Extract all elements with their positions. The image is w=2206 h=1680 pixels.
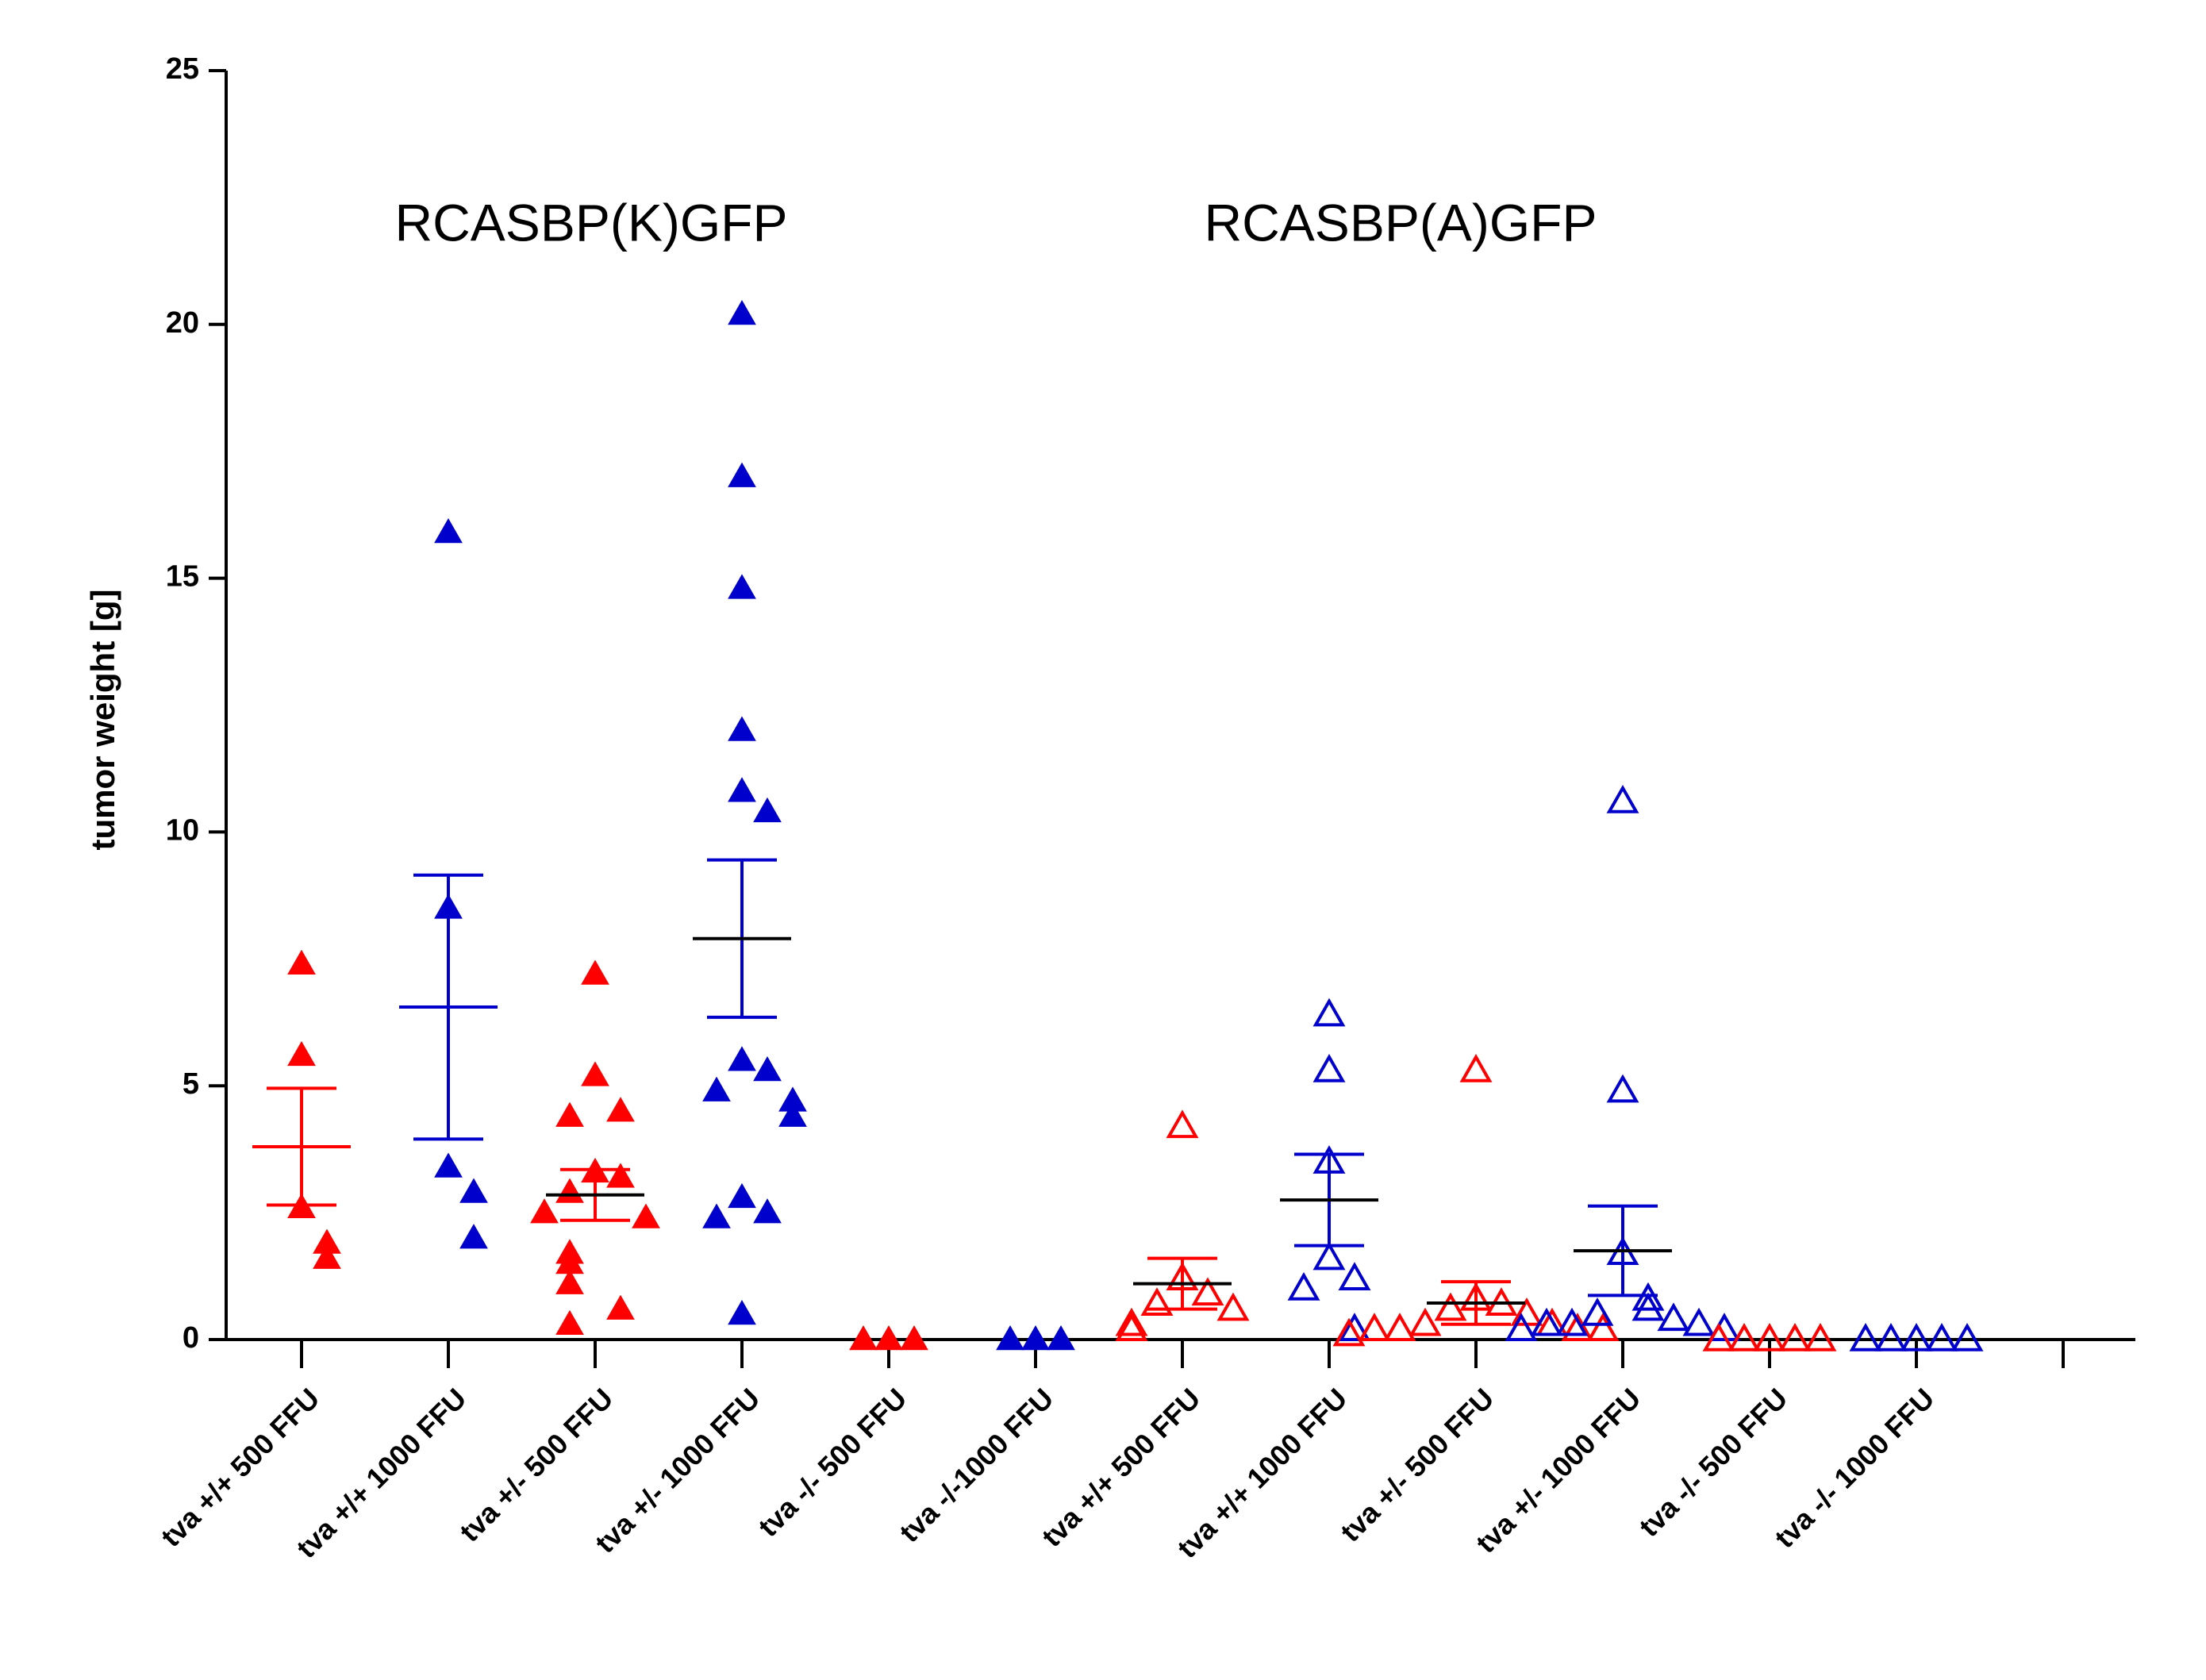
- data-point: [1586, 1313, 1620, 1341]
- data-point: [1555, 1307, 1589, 1336]
- data-point: [459, 1178, 488, 1203]
- data-point: [313, 1244, 341, 1269]
- data-point: [1434, 1292, 1467, 1321]
- data-point: [287, 949, 316, 975]
- data-point: [996, 1324, 1024, 1351]
- x-tick-label: tva -/- 500 FFU: [1632, 1382, 1793, 1543]
- data-point: [459, 1224, 488, 1249]
- data-point: [1804, 1322, 1837, 1351]
- x-tick-label: tva +/+ 500 FFU: [1036, 1382, 1207, 1553]
- data-point: [581, 1061, 609, 1086]
- data-point: [1287, 1272, 1320, 1301]
- data-point: [1900, 1322, 1933, 1351]
- data-point: [753, 1198, 782, 1224]
- x-tick-label: tva +/+ 500 FFU: [155, 1382, 326, 1553]
- data-point: [753, 797, 782, 823]
- annotation: RCASBP(K)GFP: [394, 193, 787, 252]
- data-point: [1950, 1322, 1984, 1351]
- data-point: [778, 1101, 807, 1127]
- data-point: [1778, 1322, 1812, 1351]
- data-point: [434, 1152, 463, 1178]
- data-point: [1459, 1053, 1493, 1082]
- data-point: [530, 1198, 559, 1224]
- data-point: [287, 1040, 316, 1067]
- data-point: [1191, 1277, 1224, 1306]
- data-point: [606, 1294, 635, 1320]
- data-point: [1728, 1322, 1761, 1351]
- data-point: [1631, 1292, 1665, 1321]
- data-point: [1047, 1324, 1075, 1351]
- data-point: [702, 1203, 731, 1228]
- y-tick-label: 20: [166, 306, 199, 340]
- data-point: [1606, 784, 1639, 813]
- x-tick-label: tva -/- 500 FFU: [751, 1382, 913, 1543]
- data-point: [1581, 1297, 1614, 1326]
- data-point: [1338, 1313, 1371, 1341]
- data-point: [728, 300, 756, 325]
- data-point: [874, 1324, 903, 1351]
- data-point: [1021, 1324, 1050, 1351]
- x-tick-label: tva -/-1000 FFU: [893, 1382, 1059, 1548]
- data-point: [1216, 1292, 1250, 1321]
- x-tick-label: tva +/- 500 FFU: [1334, 1382, 1500, 1547]
- data-point: [555, 1309, 584, 1336]
- data-point: [1312, 1053, 1346, 1082]
- data-point: [434, 518, 463, 544]
- data-point: [632, 1203, 660, 1228]
- data-point: [728, 1182, 756, 1209]
- data-point: [606, 1097, 635, 1122]
- data-point: [1753, 1322, 1786, 1351]
- data-point: [555, 1101, 584, 1127]
- data-point: [1358, 1313, 1391, 1341]
- data-point: [728, 1046, 756, 1071]
- data-point: [1682, 1307, 1716, 1336]
- data-point: [1115, 1307, 1148, 1336]
- data-point: [1332, 1317, 1366, 1347]
- data-point: [1606, 1074, 1639, 1103]
- data-point: [1383, 1313, 1416, 1341]
- y-tick-label: 15: [166, 560, 199, 594]
- data-point: [1338, 1262, 1371, 1290]
- data-point: [1849, 1322, 1882, 1351]
- data-point: [1530, 1307, 1563, 1336]
- data-point: [728, 716, 756, 741]
- data-point: [1166, 1109, 1199, 1139]
- data-point: [1874, 1322, 1908, 1351]
- y-axis-label: tumor weight [g]: [84, 590, 121, 851]
- data-point: [1409, 1307, 1442, 1336]
- y-tick-label: 10: [166, 813, 199, 847]
- data-point: [1505, 1313, 1538, 1341]
- data-point: [900, 1324, 928, 1351]
- data-point: [1312, 1241, 1346, 1271]
- x-tick-label: tva +/- 500 FFU: [453, 1382, 619, 1547]
- annotation: RCASBP(A)GFP: [1204, 193, 1597, 252]
- data-point: [1312, 998, 1346, 1027]
- data-point: [1115, 1313, 1148, 1341]
- data-point: [728, 777, 756, 802]
- data-point: [728, 1300, 756, 1325]
- x-tick-label: tva -/- 1000 FFU: [1768, 1382, 1940, 1554]
- data-point: [555, 1269, 584, 1294]
- data-point: [1925, 1322, 1958, 1351]
- data-point: [555, 1178, 584, 1203]
- y-tick-label: 0: [183, 1321, 199, 1355]
- data-point: [753, 1056, 782, 1082]
- data-point: [1140, 1287, 1174, 1316]
- data-point: [606, 1163, 635, 1188]
- data-point: [849, 1324, 878, 1351]
- data-point: [728, 574, 756, 599]
- y-tick-label: 5: [183, 1067, 199, 1101]
- data-point: [1561, 1313, 1594, 1341]
- data-point: [728, 462, 756, 487]
- data-point: [1631, 1282, 1665, 1311]
- data-point: [1702, 1322, 1735, 1351]
- y-tick-label: 25: [166, 52, 199, 86]
- data-point: [1657, 1302, 1690, 1332]
- data-point: [702, 1076, 731, 1101]
- data-point: [581, 959, 609, 985]
